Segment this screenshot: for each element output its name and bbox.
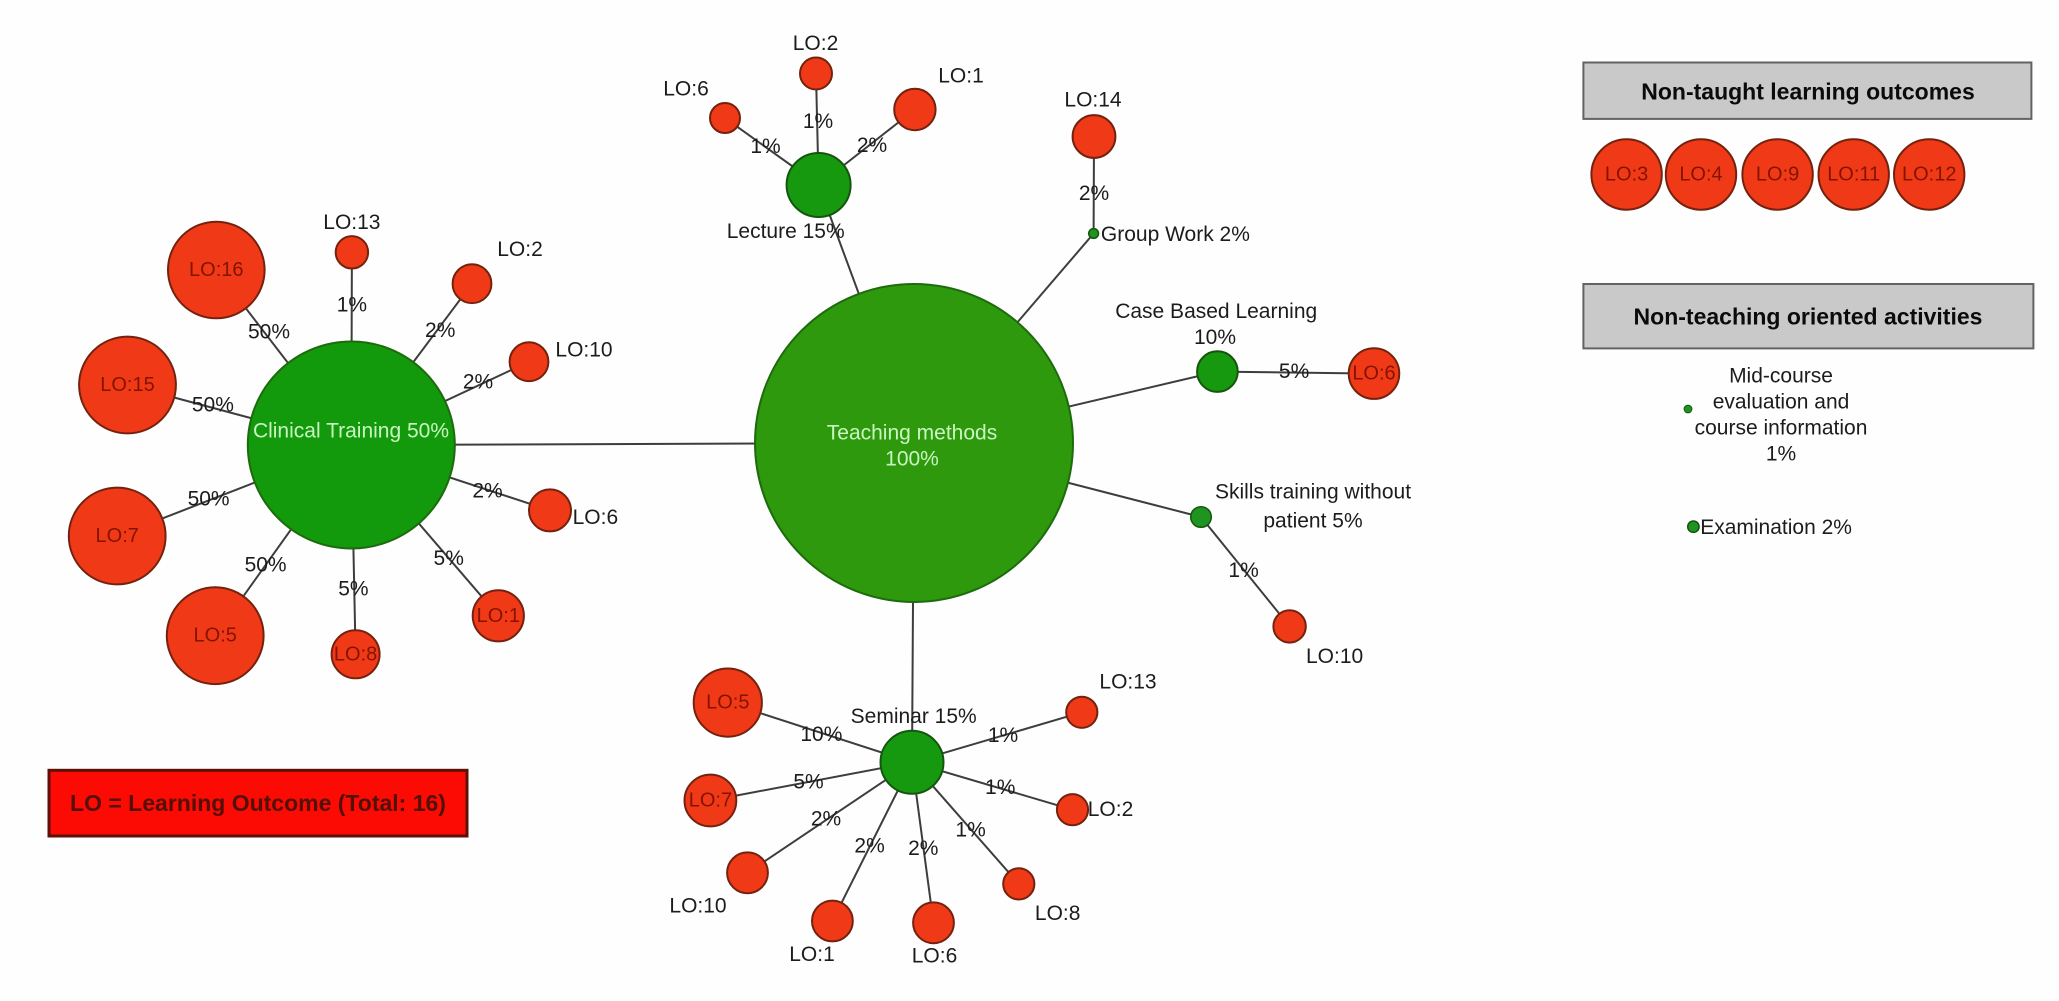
svg-text:1%: 1% [1228,559,1258,582]
svg-text:LO:8: LO:8 [334,643,377,665]
svg-text:Examination 2%: Examination 2% [1700,516,1852,539]
svg-text:Group Work 2%: Group Work 2% [1101,223,1250,246]
svg-text:LO:12: LO:12 [1902,164,1956,186]
svg-text:LO:15: LO:15 [100,374,154,396]
svg-text:1%: 1% [985,776,1015,799]
svg-text:Lecture 15%: Lecture 15% [727,220,845,243]
svg-text:LO:1: LO:1 [938,64,984,87]
svg-text:10%: 10% [1194,326,1236,349]
svg-text:2%: 2% [908,837,938,860]
svg-text:Skills training without: Skills training without [1215,481,1411,504]
svg-text:LO:11: LO:11 [1827,164,1880,186]
svg-text:Clinical Training 50%: Clinical Training 50% [253,420,449,443]
svg-text:Mid-course: Mid-course [1729,365,1833,388]
svg-text:LO:8: LO:8 [1035,902,1081,925]
svg-text:2%: 2% [854,835,884,858]
svg-text:5%: 5% [338,578,368,601]
svg-text:LO:7: LO:7 [689,790,732,812]
svg-text:LO:6: LO:6 [1352,363,1395,385]
svg-text:LO:5: LO:5 [706,692,749,714]
svg-text:1%: 1% [988,724,1018,747]
svg-text:LO:2: LO:2 [497,238,543,261]
svg-text:50%: 50% [192,394,234,417]
svg-text:LO:6: LO:6 [573,506,619,529]
svg-text:LO:5: LO:5 [194,625,237,647]
svg-text:LO:10: LO:10 [1306,645,1363,668]
svg-text:LO:3: LO:3 [1605,164,1648,186]
svg-text:50%: 50% [188,488,230,511]
svg-text:LO:16: LO:16 [189,259,243,281]
svg-text:1%: 1% [750,135,780,158]
svg-text:LO:4: LO:4 [1679,164,1722,186]
svg-text:2%: 2% [472,480,502,503]
svg-text:2%: 2% [425,319,455,342]
svg-text:evaluation and: evaluation and [1713,391,1850,414]
svg-text:5%: 5% [434,547,464,570]
svg-text:50%: 50% [248,321,290,344]
svg-text:2%: 2% [811,808,841,831]
svg-text:LO:13: LO:13 [323,211,380,234]
svg-text:LO:1: LO:1 [477,605,520,627]
svg-text:1%: 1% [337,293,367,316]
svg-text:Case Based Learning: Case Based Learning [1115,300,1317,323]
svg-text:2%: 2% [857,134,887,157]
svg-text:course information: course information [1695,417,1868,440]
svg-text:1%: 1% [803,110,833,133]
svg-text:LO:14: LO:14 [1064,89,1122,112]
svg-text:LO = Learning Outcome (Total:: LO = Learning Outcome (Total: 16) [70,790,446,816]
svg-text:5%: 5% [1279,360,1309,383]
svg-text:LO:7: LO:7 [96,525,139,547]
svg-text:patient 5%: patient 5% [1263,510,1362,533]
svg-text:LO:2: LO:2 [793,32,839,55]
svg-text:100%: 100% [885,448,939,471]
svg-text:5%: 5% [793,771,823,794]
svg-text:2%: 2% [1079,182,1109,205]
svg-text:10%: 10% [800,723,842,746]
svg-text:LO:1: LO:1 [789,943,835,966]
svg-text:1%: 1% [955,819,985,842]
svg-text:LO:6: LO:6 [912,945,958,968]
svg-text:Seminar 15%: Seminar 15% [851,705,977,728]
svg-text:LO:9: LO:9 [1756,164,1799,186]
svg-text:Non-taught learning outcomes: Non-taught learning outcomes [1641,79,1975,105]
svg-text:Non-teaching oriented activiti: Non-teaching oriented activities [1634,304,1983,330]
svg-text:LO:2: LO:2 [1088,798,1134,821]
svg-text:Teaching methods: Teaching methods [827,422,997,445]
svg-text:2%: 2% [463,371,493,394]
svg-text:LO:10: LO:10 [669,895,726,918]
svg-text:50%: 50% [245,554,287,577]
svg-text:LO:10: LO:10 [555,338,612,361]
svg-text:LO:13: LO:13 [1099,670,1156,693]
svg-text:1%: 1% [1766,443,1796,466]
svg-text:LO:6: LO:6 [663,78,709,101]
